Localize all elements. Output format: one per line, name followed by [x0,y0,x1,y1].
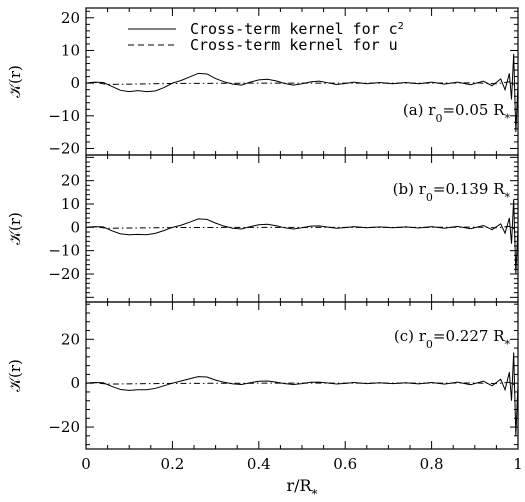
y-axis-label: 𝒦(r) [6,65,24,98]
x-tick-label: 0.8 [420,455,444,473]
panel-c-frame [85,301,519,450]
panel-annotation: (b) r0=0.139 R* [393,180,511,204]
y-tick-label: 0 [70,374,80,392]
panel-annotation: (a) r0=0.05 R* [403,101,511,125]
y-axis-label: 𝒦(r) [6,359,24,392]
x-tick-label: 1 [513,455,523,473]
y-tick-label: −20 [48,265,80,283]
series-dashed-line [85,381,519,386]
y-tick-label: 20 [61,172,80,190]
x-tick-label: 0.6 [333,455,357,473]
x-axis-label: r/R* [286,476,317,501]
panel-b-frame [85,154,519,303]
y-tick-label: −10 [48,242,80,260]
y-tick-label: 10 [61,41,80,59]
y-tick-label: 0 [70,218,80,236]
series-solid-line [85,352,519,436]
series-solid-line [85,199,519,275]
y-axis-label: 𝒦(r) [6,212,24,245]
y-tick-label: −20 [48,139,80,157]
panel-a: −20 −10 0 10 20 𝒦(r) (a) r0=0.05 R* Cross-term … [6,7,519,157]
y-tick-label: 0 [70,74,80,92]
series-dashed-line [85,225,519,230]
series-solid-line [85,53,519,133]
legend-label: Cross-term kernel for u [190,36,398,54]
y-tick-label: 20 [61,9,80,27]
y-tick-label: 20 [61,330,80,348]
panel-annotation: (c) r0=0.227 R* [394,327,511,351]
panel-b: −20 −10 0 10 20 𝒦(r) (b) r0=0.139 R* [6,154,519,303]
x-tick-label: 0.2 [160,455,184,473]
y-tick-label: 10 [61,195,80,213]
x-tick-label: 0.4 [247,455,271,473]
series-dashed-line [85,81,519,86]
y-tick-label: −10 [48,107,80,125]
x-tick-label: 0 [81,455,91,473]
panel-c: −20 0 20 𝒦(r) (c) r0=0.227 R* 0 0.2 0.4 0.6 0.8 1 r… [6,301,523,501]
legend-label: Cross-term kernel for c2 [190,20,404,38]
y-tick-label: −20 [48,418,80,436]
